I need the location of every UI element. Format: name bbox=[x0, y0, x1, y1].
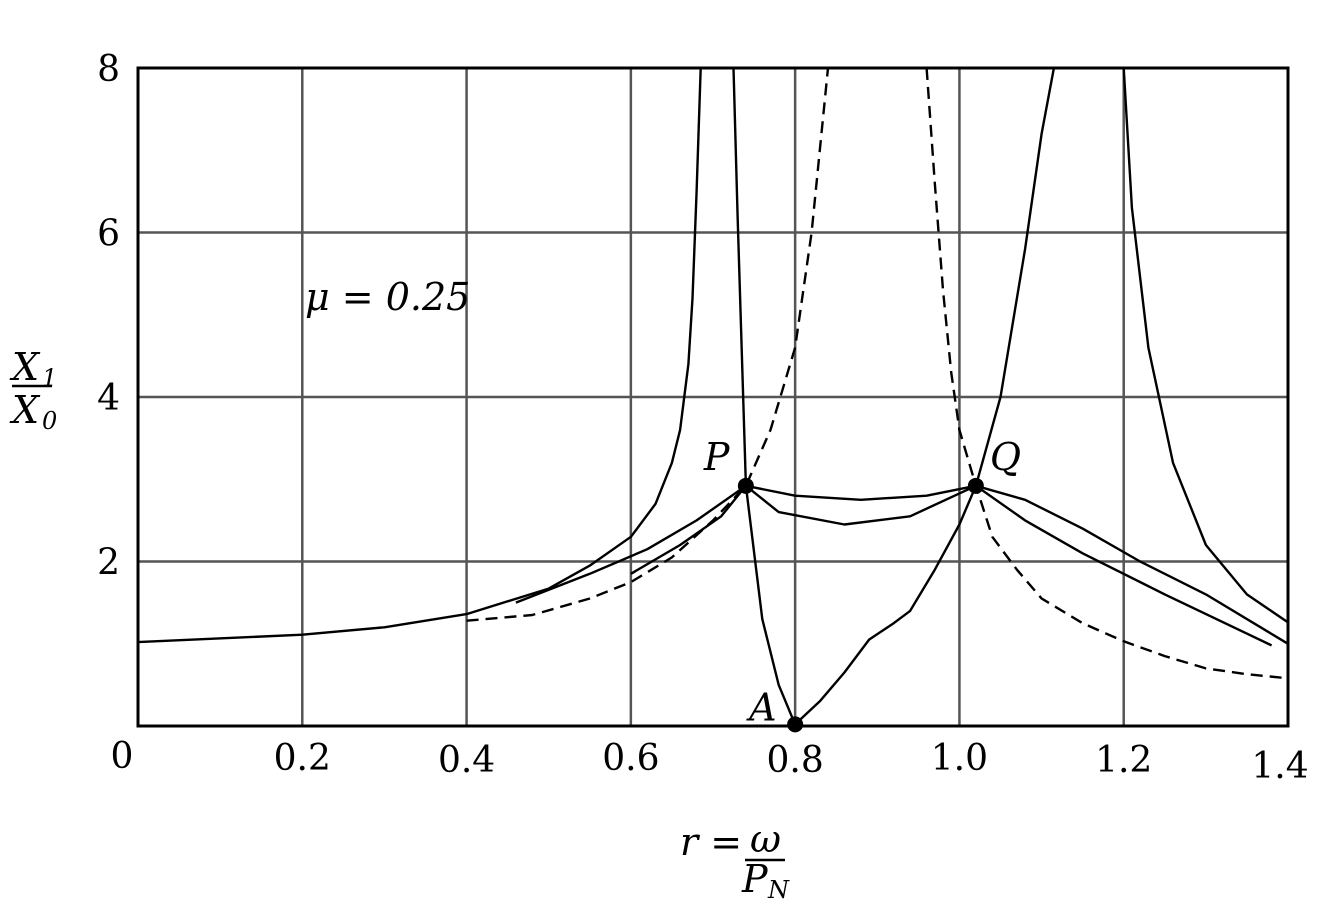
x-tick-label: 0.6 bbox=[602, 738, 659, 779]
y-tick-label: 2 bbox=[97, 543, 120, 584]
x-tick-label: 0.2 bbox=[274, 738, 331, 779]
tick-labels: 0 0.2 0.4 0.6 0.8 1.0 1.2 1.4 2 4 6 8 bbox=[97, 49, 1309, 787]
x-tick-label: 0 bbox=[111, 736, 134, 777]
point-label-A: A bbox=[746, 685, 776, 729]
point-label-P: P bbox=[703, 435, 731, 479]
x-tick-label: 1.0 bbox=[931, 738, 988, 779]
x-label-numerator: ω bbox=[750, 817, 781, 861]
mu-annotation: μ = 0.25 bbox=[305, 275, 470, 319]
series-2-curve-0 bbox=[515, 484, 1289, 645]
x-tick-label: 0.8 bbox=[767, 740, 824, 781]
point-Q bbox=[967, 477, 984, 494]
y-label-denominator-sub: 0 bbox=[42, 407, 57, 435]
point-P bbox=[737, 477, 754, 494]
point-A bbox=[787, 716, 804, 733]
y-tick-label: 4 bbox=[97, 378, 120, 419]
x-tick-label: 1.2 bbox=[1095, 740, 1152, 781]
marked-points: P Q A bbox=[703, 435, 1021, 733]
x-label-denominator-sub: N bbox=[767, 876, 790, 904]
x-tick-label: 1.4 bbox=[1251, 746, 1308, 787]
series-4-curve-0 bbox=[466, 67, 830, 622]
x-axis-label: r = ω P N bbox=[680, 817, 790, 904]
series-0-curve-0 bbox=[137, 67, 702, 644]
y-label-numerator-sub: 1 bbox=[42, 364, 57, 392]
grid-lines bbox=[138, 68, 1288, 726]
y-tick-label: 6 bbox=[97, 214, 120, 255]
series-3-curve-0 bbox=[630, 484, 1273, 647]
y-axis-label: X 1 X 0 bbox=[9, 345, 57, 435]
series-1-curve-0 bbox=[732, 67, 797, 725]
point-label-Q: Q bbox=[990, 435, 1021, 479]
curve-group bbox=[137, 67, 1289, 726]
y-tick-label: 8 bbox=[97, 49, 120, 90]
plot-frame bbox=[136, 66, 1290, 728]
series-1-curve-1 bbox=[794, 67, 1056, 726]
x-label-denominator: P bbox=[741, 857, 769, 901]
series-0-curve-1 bbox=[1122, 67, 1289, 624]
y-label-numerator: X bbox=[9, 345, 41, 389]
series-4-curve-1 bbox=[925, 67, 1289, 680]
x-label-prefix: r = bbox=[680, 820, 742, 864]
x-tick-label: 0.4 bbox=[438, 740, 495, 781]
y-label-denominator: X bbox=[9, 388, 41, 432]
